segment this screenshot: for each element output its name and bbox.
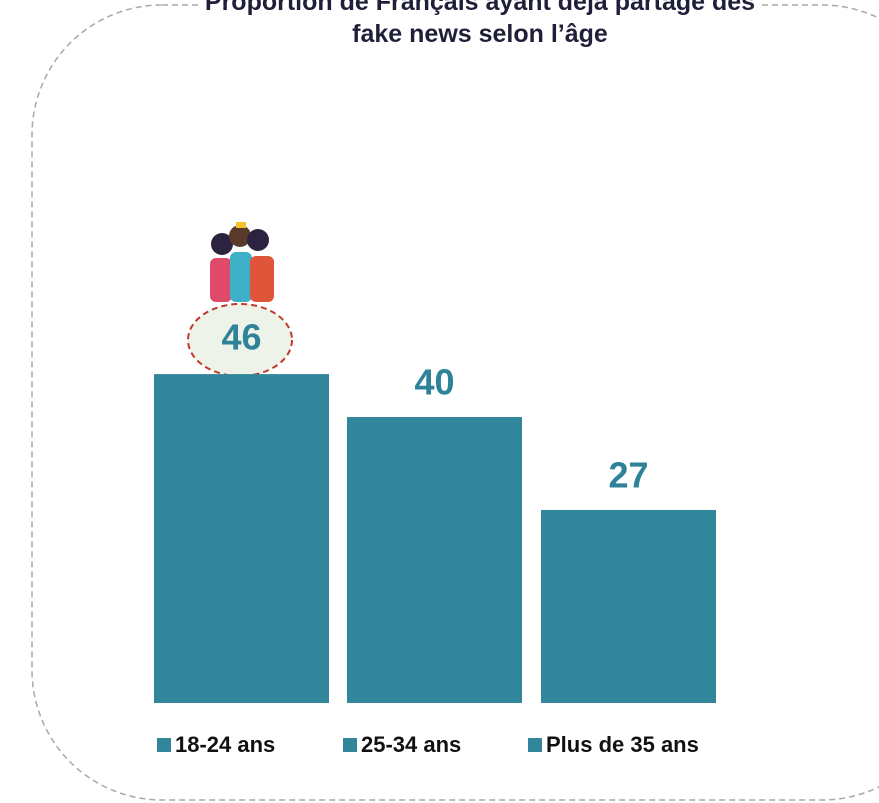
bar [541,510,716,703]
legend-label: Plus de 35 ans [546,732,699,757]
legend-label: 18-24 ans [175,732,275,757]
page: 46 18-24 ans 40 25-34 ans 27 Plus de 35 ans P… [0,0,879,803]
bar [347,417,522,703]
bar [154,374,329,703]
legend-swatch [343,738,357,752]
value-label: 27 [608,454,648,495]
legend-label: 25-34 ans [361,732,461,757]
chart: 46 18-24 ans 40 25-34 ans 27 Plus de 35 ans [0,0,879,803]
value-label: 40 [414,362,454,403]
legend-swatch [157,738,171,752]
legend-swatch [528,738,542,752]
value-label: 46 [221,317,261,358]
chart-title: Proportion de Français ayant déjà partag… [200,0,760,50]
